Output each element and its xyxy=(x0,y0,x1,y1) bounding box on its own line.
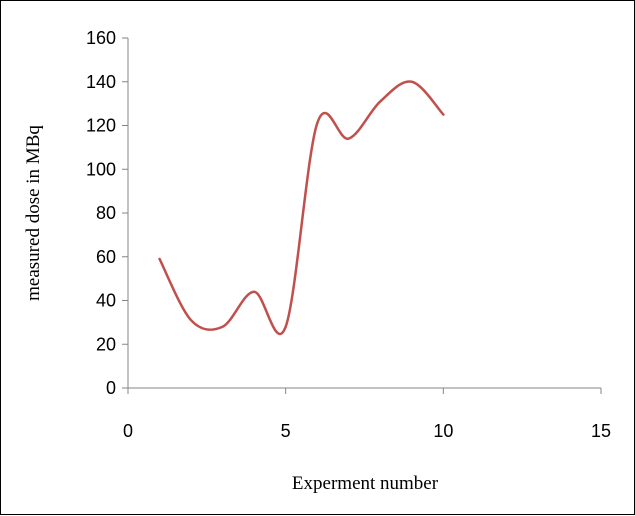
y-tick-label: 20 xyxy=(96,334,116,354)
x-axis-ticks: 0 5 10 15 xyxy=(123,388,611,441)
y-tick-label: 80 xyxy=(96,203,116,223)
y-tick-label: 100 xyxy=(86,159,116,179)
y-tick-label: 0 xyxy=(106,378,116,398)
series-group xyxy=(158,80,445,336)
y-tick-label: 140 xyxy=(86,72,116,92)
y-tick-label: 60 xyxy=(96,247,116,267)
x-tick-label: 0 xyxy=(123,421,133,441)
y-tick-label: 120 xyxy=(86,116,116,136)
x-axis-title: Experment number xyxy=(292,473,439,494)
x-tick-label: 15 xyxy=(591,421,611,441)
y-tick-label: 160 xyxy=(86,28,116,48)
x-tick-label: 10 xyxy=(433,421,453,441)
y-axis-title: measured dose in MBq xyxy=(23,125,44,301)
series-line xyxy=(158,80,445,336)
y-tick-label: 40 xyxy=(96,291,116,311)
x-tick-label: 5 xyxy=(281,421,291,441)
y-axis-ticks: 0 20 40 60 80 100 120 140 160 xyxy=(86,28,128,398)
